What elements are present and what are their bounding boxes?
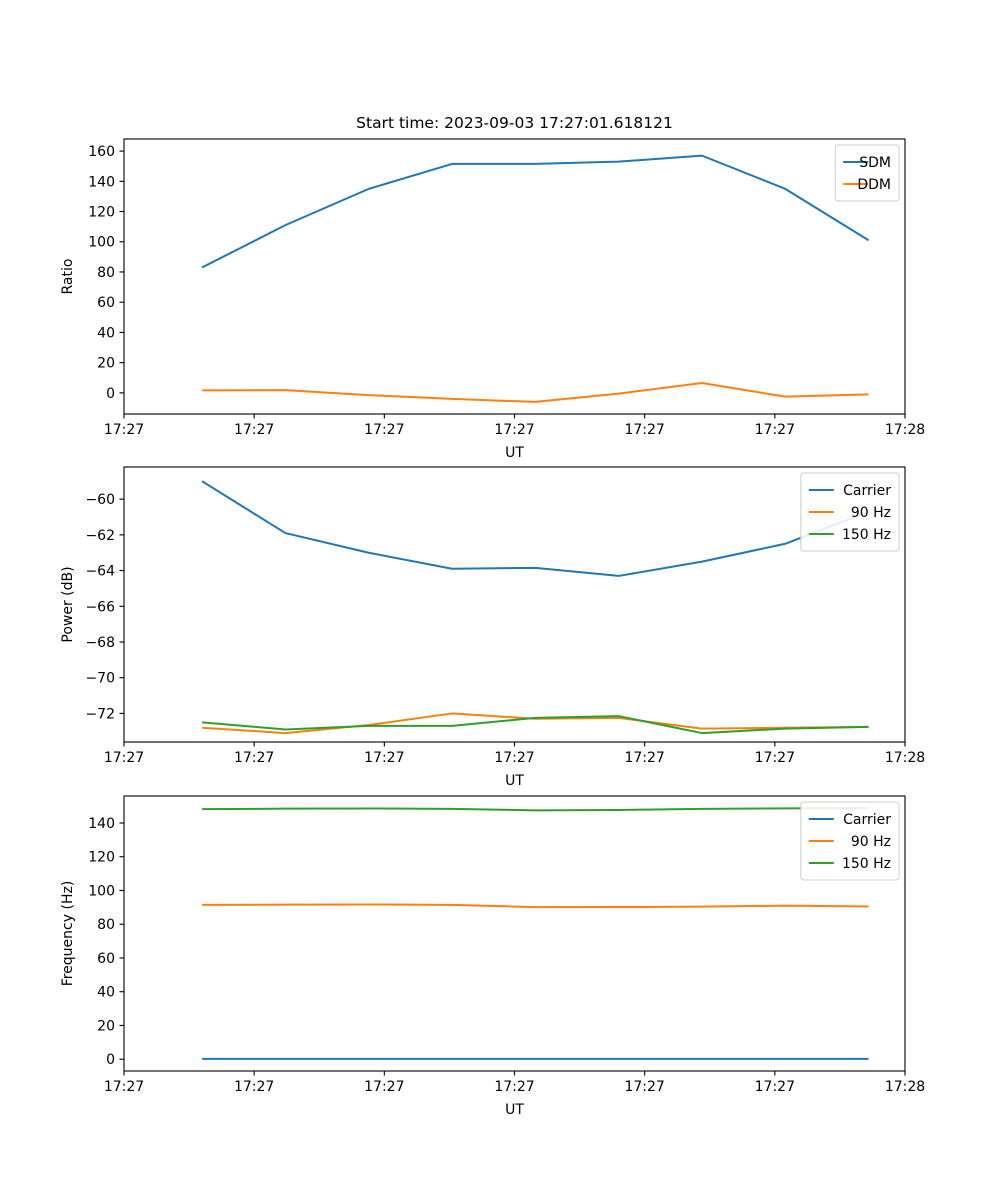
x-tick-label: 17:27 <box>104 1079 144 1095</box>
data-lines-group <box>202 806 869 1060</box>
y-tick-label: 20 <box>97 356 115 372</box>
x-tick-label: 17:27 <box>624 422 664 438</box>
y-tick-label: 20 <box>97 1018 115 1034</box>
legend-label-ddm: DDM <box>857 177 891 193</box>
y-axis-label: Ratio <box>60 259 76 295</box>
subplot-ratio: Start time: 2023-09-03 17:27:01.618121 17… <box>60 114 925 461</box>
y-tick-label: 60 <box>97 951 115 967</box>
legend-background <box>800 472 900 552</box>
y-tick-label: 40 <box>97 985 115 1001</box>
x-tick-label: 17:27 <box>494 1079 534 1095</box>
data-lines-group <box>201 480 869 735</box>
chart-title: Start time: 2023-09-03 17:27:01.618121 <box>356 114 673 132</box>
series-line-150-hz <box>202 806 869 812</box>
y-axis-label: Frequency (Hz) <box>60 881 76 987</box>
y-tick-label: 0 <box>106 1052 115 1068</box>
legend-label-carrier: Carrier <box>843 812 891 828</box>
y-tick-label: −72 <box>85 706 115 722</box>
y-tick-label: 100 <box>88 235 115 251</box>
chart-legend: Carrier 90 Hz 150 Hz <box>800 472 900 552</box>
x-axis-label: UT <box>505 1102 524 1118</box>
y-tick-label: 140 <box>88 816 115 832</box>
y-tick-label: 40 <box>97 325 115 341</box>
x-tick-label: 17:27 <box>755 750 795 766</box>
x-tick-label: 17:27 <box>755 422 795 438</box>
series-line-sdm <box>201 154 870 269</box>
y-tick-label: 80 <box>97 265 115 281</box>
y-tick-label: 120 <box>88 205 115 221</box>
legend-label-90-hz: 90 Hz <box>851 505 891 521</box>
y-tick-label: −64 <box>85 564 115 580</box>
y-tick-label: −70 <box>85 671 115 687</box>
chart-legend: Carrier 90 Hz 150 Hz <box>800 801 900 881</box>
x-tick-label: 17:27 <box>624 1079 664 1095</box>
y-tick-label: −68 <box>85 635 115 651</box>
y-tick-label: 120 <box>88 850 115 866</box>
x-tick-label: 17:27 <box>234 422 274 438</box>
legend-label-150-hz: 150 Hz <box>842 856 891 872</box>
series-line-carrier <box>201 480 869 577</box>
legend-label-150-hz: 150 Hz <box>842 527 891 543</box>
x-tick-label: 17:27 <box>104 750 144 766</box>
x-tick-label: 17:28 <box>885 1079 925 1095</box>
legend-label-90-hz: 90 Hz <box>851 834 891 850</box>
y-tick-label: 80 <box>97 917 115 933</box>
y-tick-label: −60 <box>85 492 115 508</box>
y-tick-label: 0 <box>106 386 115 402</box>
data-lines-group <box>201 154 870 403</box>
x-tick-label: 17:27 <box>364 1079 404 1095</box>
x-tick-label: 17:27 <box>624 750 664 766</box>
x-tick-label: 17:27 <box>755 1079 795 1095</box>
x-axis-label: UT <box>505 773 524 789</box>
x-tick-label: 17:27 <box>234 1079 274 1095</box>
y-tick-label: 160 <box>88 144 115 160</box>
legend-background <box>800 801 900 881</box>
subplot-power: 17:27 17:27 17:27 17:27 17:27 17:27 17:28 −72 −7… <box>60 466 925 789</box>
x-tick-label: 17:27 <box>364 422 404 438</box>
y-axis-label: Power (dB) <box>60 566 76 642</box>
x-tick-label: 17:27 <box>494 750 534 766</box>
y-tick-label: −62 <box>85 528 115 544</box>
legend-label-sdm: SDM <box>859 155 891 171</box>
x-tick-label: 17:28 <box>885 422 925 438</box>
x-tick-label: 17:28 <box>885 750 925 766</box>
x-tick-label: 17:27 <box>364 750 404 766</box>
chart-legend: SDM DDM <box>834 144 900 202</box>
x-axis-label: UT <box>505 445 524 461</box>
series-line-ddm <box>202 382 869 403</box>
x-tick-label: 17:27 <box>494 422 534 438</box>
y-tick-label: −66 <box>85 599 115 615</box>
subplot-frequency: 17:27 17:27 17:27 17:27 17:27 17:27 17:28 0 20 40… <box>60 795 925 1118</box>
y-tick-label: 100 <box>88 883 115 899</box>
series-line-150-hz <box>202 715 869 735</box>
y-tick-label: 60 <box>97 295 115 311</box>
legend-label-carrier: Carrier <box>843 483 891 499</box>
y-tick-label: 140 <box>88 174 115 190</box>
x-tick-label: 17:27 <box>104 422 144 438</box>
series-line-90-hz <box>202 903 869 909</box>
legend-background <box>834 144 900 202</box>
x-tick-label: 17:27 <box>234 750 274 766</box>
